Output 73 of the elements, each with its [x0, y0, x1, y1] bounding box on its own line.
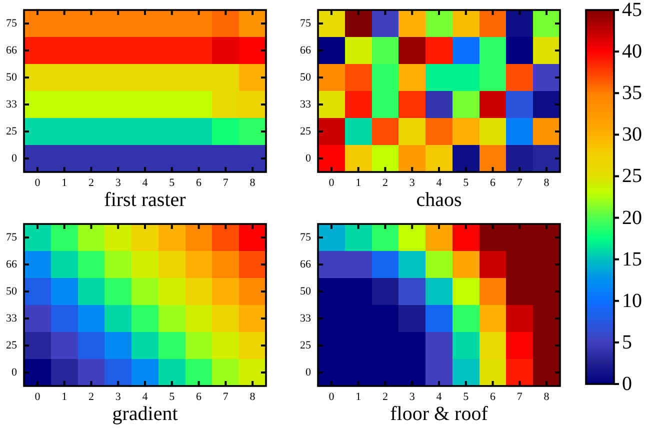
x-tick-label: 3 [115, 391, 122, 403]
color-bar-label: 45 [622, 0, 642, 21]
x-axis-title: gradient [112, 403, 178, 425]
y-tick-label: 0 [12, 152, 18, 164]
x-tick-label: 2 [88, 391, 94, 403]
y-tick-label: 25 [300, 340, 312, 352]
x-axis-title: chaos [416, 189, 462, 211]
x-tick-label: 6 [196, 391, 202, 403]
x-tick-label: 7 [222, 177, 229, 189]
color-bar-label: 5 [622, 331, 632, 354]
x-tick-label: 4 [436, 391, 442, 403]
x-tick-label: 6 [490, 391, 496, 403]
x-tick-label: 8 [250, 177, 256, 189]
y-tick-label: 75 [300, 18, 312, 30]
y-tick-label: 33 [6, 312, 18, 324]
x-axis-title: first raster [104, 189, 186, 211]
x-tick-label: 0 [328, 391, 335, 403]
y-tick-label: 25 [6, 126, 18, 138]
x-tick-label: 7 [516, 177, 523, 189]
y-tick-label: 75 [300, 232, 312, 244]
y-tick-label: 25 [300, 126, 312, 138]
y-tick-label: 33 [300, 98, 312, 110]
color-bar-label: 15 [622, 248, 642, 270]
y-tick-label: 50 [300, 286, 312, 298]
x-tick-label: 2 [382, 391, 388, 403]
x-tick-label: 3 [115, 177, 122, 189]
x-tick-label: 7 [516, 391, 523, 403]
x-tick-label: 1 [356, 391, 362, 403]
x-tick-label: 0 [34, 391, 41, 403]
color-bar-label: 10 [622, 290, 642, 312]
x-tick-label: 8 [250, 391, 256, 403]
y-tick-label: 50 [6, 286, 18, 298]
y-tick-label: 0 [306, 152, 312, 164]
y-tick-label: 66 [300, 44, 312, 56]
y-tick-label: 66 [6, 44, 18, 56]
y-tick-label: 66 [6, 258, 18, 270]
color-bar-label: 30 [622, 124, 642, 146]
y-tick-label: 0 [12, 366, 18, 378]
x-tick-label: 8 [544, 391, 550, 403]
x-tick-label: 0 [328, 177, 335, 189]
x-tick-label: 6 [196, 177, 202, 189]
y-tick-label: 50 [300, 72, 312, 84]
x-tick-label: 0 [34, 177, 41, 189]
x-tick-label: 8 [544, 177, 550, 189]
y-tick-label: 66 [300, 258, 312, 270]
x-axis-title: floor & roof [390, 403, 488, 425]
x-tick-label: 1 [62, 391, 68, 403]
x-tick-label: 3 [409, 391, 416, 403]
x-tick-label: 3 [409, 177, 416, 189]
x-tick-label: 4 [436, 177, 442, 189]
y-tick-label: 25 [6, 340, 18, 352]
x-tick-label: 2 [88, 177, 94, 189]
x-tick-label: 1 [356, 177, 362, 189]
color-bar-label: 20 [622, 206, 642, 229]
y-tick-label: 50 [6, 72, 18, 84]
x-tick-label: 2 [382, 177, 388, 189]
y-tick-label: 33 [6, 98, 18, 110]
x-tick-label: 5 [169, 391, 176, 403]
color-bar-label: 35 [622, 82, 642, 104]
x-tick-label: 5 [463, 391, 470, 403]
y-tick-label: 75 [6, 232, 18, 244]
x-tick-label: 4 [142, 391, 148, 403]
y-tick-label: 33 [300, 312, 312, 324]
color-bar-label: 25 [622, 165, 642, 188]
y-tick-label: 75 [6, 18, 18, 30]
x-tick-label: 1 [62, 177, 68, 189]
y-tick-label: 0 [306, 366, 312, 378]
x-tick-label: 5 [463, 177, 470, 189]
x-tick-label: 6 [490, 177, 496, 189]
x-tick-label: 4 [142, 177, 148, 189]
x-tick-label: 7 [222, 391, 229, 403]
x-tick-label: 5 [169, 177, 176, 189]
color-bar-label: 40 [622, 40, 642, 63]
